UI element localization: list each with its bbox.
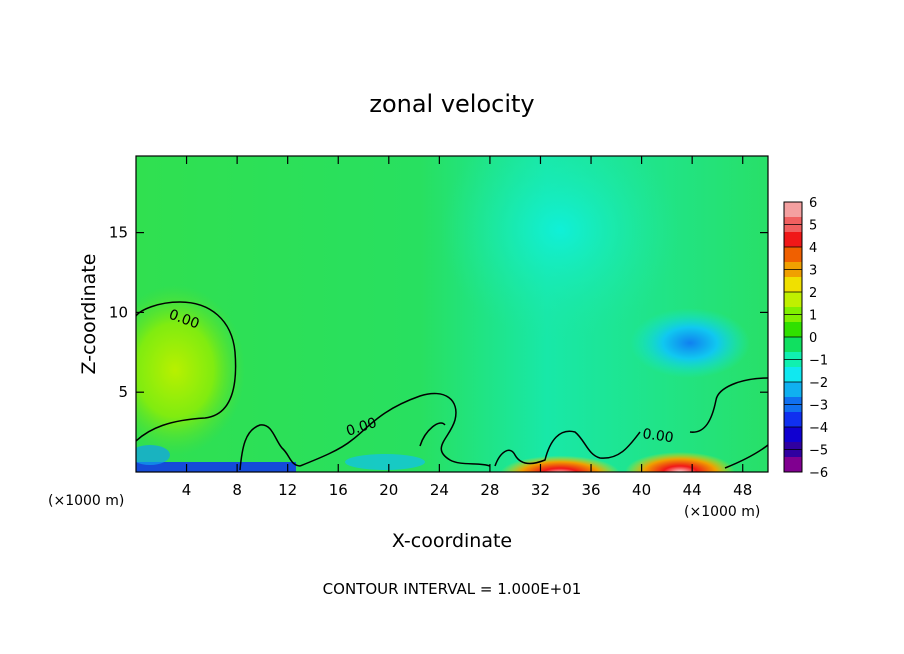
colorbar-tick-label: −1 [809,354,828,369]
colorbar-tick-label: 5 [809,219,817,234]
plot-frame [135,155,769,473]
y-tick-label: 10 [109,303,128,321]
colorbar-tick-label: −3 [809,399,828,414]
y-axis-label: Z-coordinate [78,254,100,375]
chart-title: zonal velocity [369,90,534,118]
x-tick-label: 24 [430,481,449,499]
colorbar-tick-label: 1 [809,309,817,324]
y-axis: 5 10 15 [109,224,768,401]
negative-surface-band [136,462,296,472]
colorbar-swatch [784,427,802,443]
colorbar-swatch [784,412,802,428]
colorbar-tick-label: −2 [809,376,828,391]
cyan-region-upper-right [440,156,680,340]
colorbar-swatch [784,382,802,398]
x-tick-label: 40 [632,481,651,499]
colorbar-tick-label: −5 [809,444,828,459]
colorbar-tick-label: 3 [809,264,817,279]
y-tick-label: 5 [118,383,128,401]
x-tick-label: 28 [480,481,499,499]
colorbar-swatch [784,292,802,308]
colorbar-swatch [784,367,802,383]
x-tick-label: 16 [329,481,348,499]
x-axis: 4 8 12 16 20 24 28 32 36 40 44 48 [182,156,752,499]
x-axis-label: X-coordinate [392,530,512,552]
colorbar-swatch [784,322,802,338]
negative-core-right [630,308,750,378]
x-tick-label: 48 [733,481,752,499]
x-tick-label: 36 [581,481,600,499]
colorbar-swatch [784,232,802,248]
colorbar-tick-label: 6 [809,196,817,211]
x-unit-note-left: (×1000 m) [48,493,124,509]
colorbar-swatch [784,457,802,473]
colorbar-tick-label: −6 [809,466,828,481]
colorbar-tick-label: −4 [809,421,828,436]
y-tick-label: 15 [109,224,128,242]
contour-label: 0.00 [641,426,674,446]
colorbar-swatch [784,202,802,218]
colorbar-swatch [784,247,802,263]
colorbar-swatch [784,277,802,293]
positive-core-left [136,285,245,455]
colorbar-swatch [784,337,802,353]
colorbar-tick-label: 4 [809,241,817,256]
negative-surface-patch [345,454,425,470]
x-tick-label: 20 [379,481,398,499]
positive-surface-jet [625,448,735,472]
negative-surface-patch [136,445,170,465]
x-tick-label: 44 [683,481,702,499]
x-tick-label: 32 [531,481,550,499]
colorbar: 6 5 4 3 2 1 0 −1 −2 −3 −4 −5 −6 [783,196,828,481]
colorbar-tick-label: 2 [809,286,817,301]
zero-contour-lines [136,301,768,471]
positive-surface-mid [500,452,620,472]
x-tick-label: 8 [232,481,242,499]
x-tick-label: 12 [278,481,297,499]
colorbar-tick-label: 0 [809,331,817,346]
heatmap-field: 0.00 0.00 0.00 [136,156,768,472]
x-unit-note-right: (×1000 m) [684,504,760,520]
x-tick-label: 4 [182,481,192,499]
contour-interval-note: CONTOUR INTERVAL = 1.000E+01 [323,580,582,598]
